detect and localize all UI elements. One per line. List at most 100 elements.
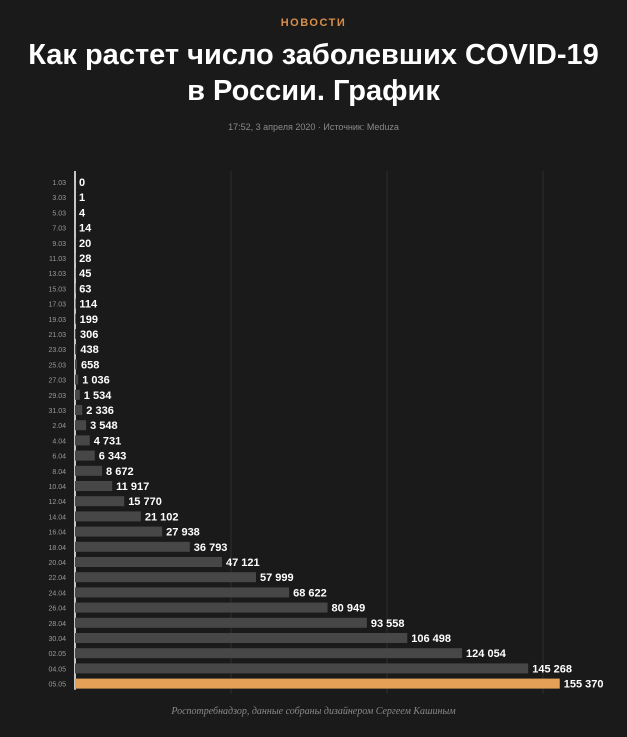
category-label: 11.03 — [49, 256, 66, 263]
value-label: 124 054 — [466, 648, 507, 660]
value-label: 155 370 — [564, 679, 604, 691]
value-label: 106 498 — [411, 633, 451, 645]
bar — [75, 435, 90, 446]
value-label: 4 731 — [94, 435, 122, 447]
chart-source: Роспотребнадзор, данные собраны дизайнер… — [171, 706, 456, 717]
article-meta: 17:52, 3 апреля 2020 · Источник: Meduza — [228, 122, 399, 132]
value-label: 93 558 — [371, 618, 405, 630]
category-label: 2.04 — [52, 423, 66, 430]
bar — [75, 374, 79, 385]
bar — [75, 663, 529, 674]
rubric-label[interactable]: НОВОСТИ — [280, 17, 347, 29]
category-label: 26.04 — [48, 606, 66, 613]
category-label: 22.04 — [48, 575, 66, 582]
category-label: 28.04 — [48, 621, 66, 628]
value-label: 36 793 — [194, 542, 228, 554]
category-label: 19.03 — [48, 317, 66, 324]
category-label: 24.04 — [48, 590, 66, 597]
bar — [75, 541, 190, 552]
category-label: 4.04 — [52, 438, 66, 445]
bar — [75, 389, 80, 400]
value-label: 15 770 — [128, 496, 162, 508]
bar — [75, 602, 328, 613]
category-label: 3.03 — [52, 195, 66, 202]
value-label: 1 534 — [84, 390, 112, 402]
value-label: 1 — [79, 192, 85, 204]
category-label: 17.03 — [48, 302, 66, 309]
value-label: 45 — [79, 268, 91, 280]
category-label: 04.05 — [48, 666, 66, 673]
value-label: 658 — [81, 359, 99, 371]
bar — [75, 633, 408, 643]
bar — [75, 420, 87, 431]
bar — [75, 511, 141, 522]
value-label: 28 — [79, 253, 91, 265]
bar — [75, 587, 290, 598]
bar — [75, 359, 78, 370]
value-label: 80 949 — [332, 603, 366, 615]
bar — [75, 526, 163, 537]
title-line-1: Как растет число заболевших COVID-19 — [28, 39, 599, 71]
category-label: 1.03 — [52, 180, 66, 187]
value-label: 27 938 — [166, 527, 200, 539]
bar — [75, 496, 125, 507]
value-label: 57 999 — [260, 572, 294, 584]
bar — [75, 450, 95, 461]
bar — [75, 465, 103, 476]
category-label: 9.03 — [52, 241, 66, 248]
category-label: 02.05 — [48, 651, 66, 658]
value-label: 0 — [79, 177, 85, 189]
category-label: 05.05 — [48, 682, 66, 689]
value-label: 63 — [79, 283, 91, 295]
bar — [75, 481, 113, 491]
value-label: 114 — [79, 299, 98, 311]
category-label: 27.03 — [48, 378, 66, 385]
value-label: 21 102 — [145, 511, 179, 523]
category-label: 30.04 — [48, 636, 66, 643]
category-label: 5.03 — [52, 210, 66, 217]
value-label: 6 343 — [99, 451, 127, 463]
category-label: 15.03 — [48, 286, 66, 293]
category-label: 7.03 — [52, 226, 66, 233]
bar — [75, 313, 76, 324]
value-label: 11 917 — [116, 481, 149, 493]
value-label: 145 268 — [532, 663, 572, 675]
value-label: 199 — [80, 314, 98, 326]
value-label: 8 672 — [106, 466, 134, 478]
bar — [75, 572, 256, 583]
bar — [75, 648, 463, 659]
title-line-2: в России. График — [187, 75, 440, 107]
bar — [75, 617, 367, 628]
bar — [75, 344, 77, 355]
category-label: 18.04 — [48, 545, 66, 552]
category-label: 6.04 — [52, 454, 66, 461]
category-label: 10.04 — [48, 484, 66, 491]
category-label: 25.03 — [48, 362, 66, 369]
category-label: 12.04 — [48, 499, 66, 506]
value-label: 47 121 — [226, 557, 260, 569]
category-label: 29.03 — [48, 393, 66, 400]
value-label: 1 036 — [82, 375, 110, 387]
value-label: 3 548 — [90, 420, 118, 432]
value-label: 14 — [79, 223, 92, 235]
value-label: 20 — [79, 238, 91, 250]
cases-bar-chart: 050 000100 000150 0001.0303.0315.0347.03… — [48, 171, 604, 694]
bar — [75, 329, 76, 339]
category-label: 31.03 — [48, 408, 66, 415]
category-label: 21.03 — [48, 332, 66, 339]
value-label: 2 336 — [86, 405, 114, 417]
category-label: 23.03 — [48, 347, 66, 354]
category-label: 16.04 — [48, 530, 66, 537]
category-label: 20.04 — [48, 560, 66, 567]
category-label: 13.03 — [48, 271, 66, 278]
value-label: 68 622 — [293, 587, 327, 599]
category-label: 8.04 — [52, 469, 66, 476]
value-label: 4 — [79, 207, 86, 219]
bar — [75, 405, 83, 415]
bar — [75, 557, 223, 567]
page-title: Как растет число заболевших COVID-19 в Р… — [0, 37, 627, 109]
value-label: 438 — [80, 344, 98, 356]
value-label: 306 — [80, 329, 98, 341]
bar — [75, 678, 560, 689]
category-label: 14.04 — [48, 514, 66, 521]
